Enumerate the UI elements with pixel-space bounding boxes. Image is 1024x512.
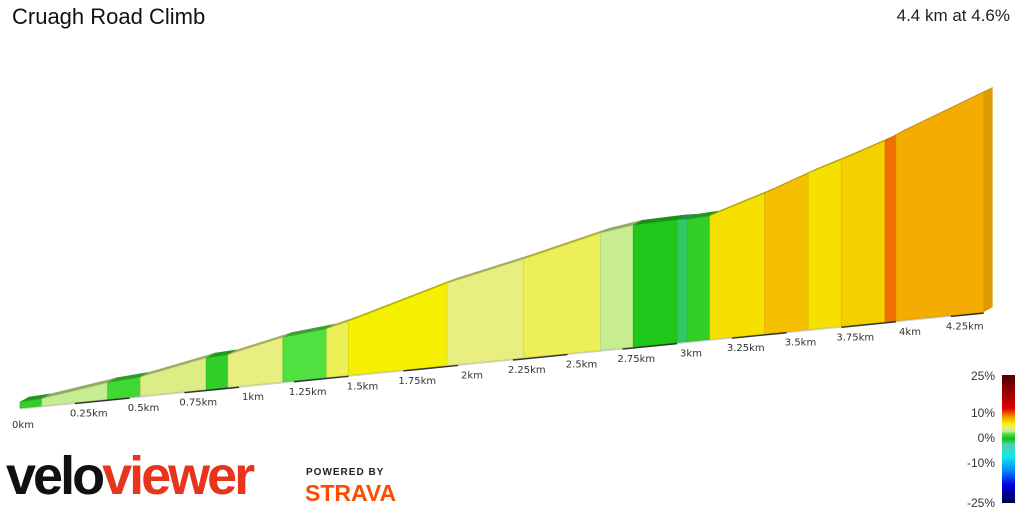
profile-segments [19,87,993,409]
chart-title: Cruagh Road Climb [12,4,206,29]
x-tick-label: 1.75km [398,376,436,387]
powered-by-label: POWERED BY [306,467,385,478]
gradient-segment [523,232,601,359]
x-tick-label: 3.5km [785,338,816,349]
x-tick-labels: 0km 0.25km 0.5km 0.75km 1km 1.25km 1.5km 1.75km… [12,321,984,431]
x-tick-label: 1.25km [289,387,327,398]
gradient-segment [600,224,634,351]
x-tick-label: 3.75km [836,332,874,343]
gradient-segment [632,219,678,348]
gradient-segment [326,321,349,378]
gradient-segment [446,258,525,366]
legend-label: 0% [978,431,996,445]
gradient-legend: 25% 10% 0% -10% -25% [967,369,1015,510]
legend-color-bar [1002,375,1015,503]
x-tick-label: 2.75km [617,354,655,365]
legend-label: -25% [967,496,995,510]
x-tick-label: 2.25km [508,365,546,376]
legend-label: 10% [971,406,995,420]
gradient-segment [687,215,711,342]
climb-summary: 4.4 km at 4.6% [896,6,1010,25]
gradient-segment [884,134,897,323]
x-tick-label: 4km [899,327,921,338]
gradient-segment [676,218,689,343]
gradient-segment [895,91,984,322]
gradient-segment [808,159,842,330]
x-tick-label: 0km [12,420,34,431]
x-tick-label: 0.25km [70,409,108,420]
strava-logo[interactable]: STRAVA [305,480,397,506]
logo-text-velo: velo [6,446,105,506]
legend-label: -10% [967,456,995,470]
legend-label: 25% [971,369,995,383]
gradient-segment [205,354,229,390]
x-tick-label: 2.5km [566,360,597,371]
gradient-segment [840,140,886,327]
x-tick-label: 0.5km [128,403,159,414]
x-tick-label: 4.25km [946,321,984,332]
gradient-segment [348,282,448,376]
x-tick-label: 3.25km [727,343,765,354]
x-tick-label: 0.75km [179,398,217,409]
gradient-segment [140,357,207,397]
gradient-segment [764,172,809,335]
veloviewer-logo[interactable]: veloviewer [6,446,255,506]
gradient-segment [282,328,327,383]
x-tick-label: 1km [242,392,264,403]
gradient-segment [709,193,765,340]
profile-end-cap [983,87,993,313]
logo-text-viewer: viewer [102,446,255,506]
x-tick-label: 1.5km [347,381,378,392]
x-tick-label: 2km [461,370,483,381]
x-tick-label: 3km [680,349,702,360]
